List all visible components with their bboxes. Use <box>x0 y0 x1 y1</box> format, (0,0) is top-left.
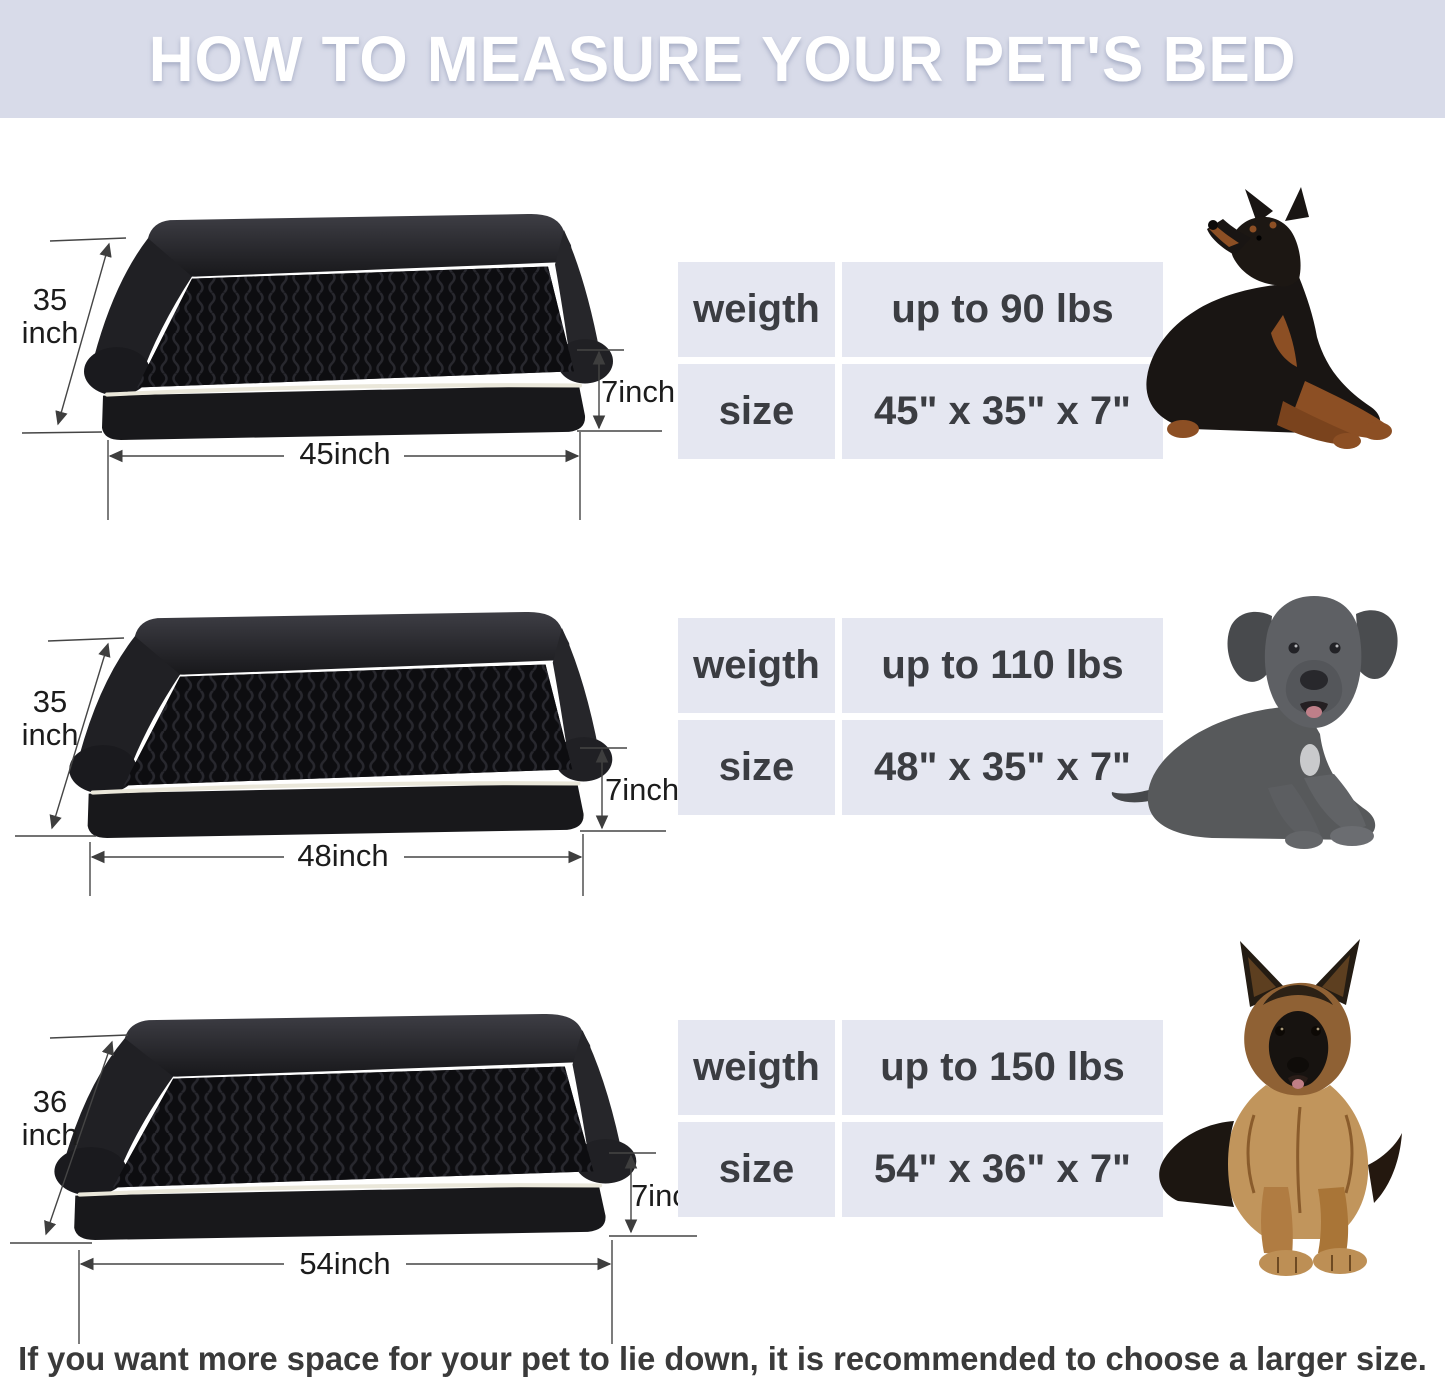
weight-value: up to 90 lbs <box>842 262 1163 357</box>
bed1-width-label: 45inch <box>299 436 391 471</box>
size-label: size <box>678 1122 835 1217</box>
bed2-height-value: 35 <box>32 684 68 719</box>
german-shepherd-dog-image <box>1159 939 1402 1276</box>
weight-label: weigth <box>678 1020 835 1115</box>
bed2-depth-label: 7inch <box>605 772 680 807</box>
great-dane-dog-image <box>1111 596 1398 849</box>
size-label: size <box>678 720 835 815</box>
bed3-width-label: 54inch <box>299 1246 391 1281</box>
weight-label: weigth <box>678 262 835 357</box>
bed-illustration-row2 <box>69 612 612 838</box>
size-value: 54" x 36" x 7" <box>842 1122 1163 1217</box>
size-label: size <box>678 364 835 459</box>
bed-illustration-row1 <box>84 214 613 440</box>
dimension-lines-row2 <box>15 637 666 896</box>
size-table-row1: weigth up to 90 lbs size 45" x 35" x 7" <box>678 262 1163 459</box>
size-value: 45" x 35" x 7" <box>842 364 1163 459</box>
weight-value: up to 110 lbs <box>842 618 1163 713</box>
dimension-lines-row3 <box>10 1034 697 1344</box>
dimension-lines-row1 <box>21 237 662 520</box>
bed2-height-label: 35 inch <box>8 684 92 752</box>
weight-label: weigth <box>678 618 835 713</box>
bed2-width-label: 48inch <box>297 838 389 873</box>
page-title: HOW TO MEASURE YOUR PET'S BED <box>148 23 1297 95</box>
footer-note: If you want more space for your pet to l… <box>18 1340 1427 1377</box>
size-table-row3: weigth up to 150 lbs size 54" x 36" x 7" <box>678 1020 1163 1217</box>
doberman-dog-image <box>1146 187 1392 449</box>
bed3-height-unit: inch <box>21 1116 79 1152</box>
bed1-height-value: 35 <box>32 282 68 317</box>
size-table-row2: weigth up to 110 lbs size 48" x 35" x 7" <box>678 618 1163 815</box>
bed2-height-unit: inch <box>21 716 79 752</box>
bed1-depth-label: 7inch <box>601 374 676 409</box>
size-value: 48" x 35" x 7" <box>842 720 1163 815</box>
header-banner: HOW TO MEASURE YOUR PET'S BED <box>0 0 1445 118</box>
bed1-height-unit: inch <box>21 314 79 350</box>
bed-illustration-row3 <box>54 1014 636 1240</box>
bed3-height-label: 36 inch <box>8 1084 92 1152</box>
weight-value: up to 150 lbs <box>842 1020 1163 1115</box>
bed3-height-value: 36 <box>32 1084 68 1119</box>
bed1-height-label: 35 inch <box>8 282 92 350</box>
